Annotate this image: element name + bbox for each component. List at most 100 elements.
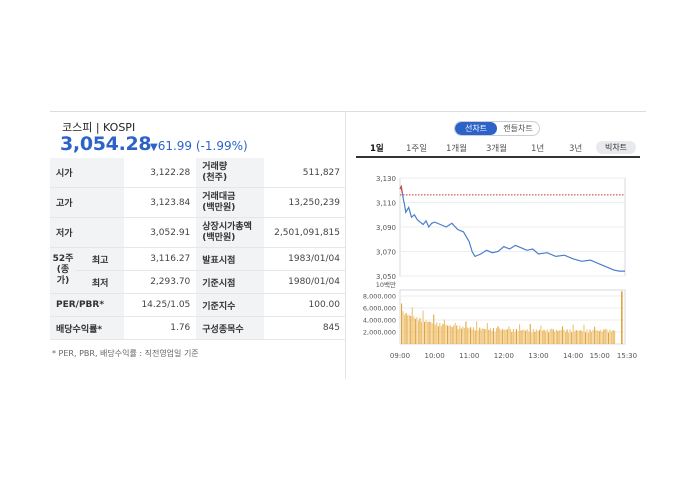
volume-bar — [563, 329, 565, 344]
volume-tick-label: 2,000,000 — [363, 329, 396, 337]
volume-bar — [459, 325, 461, 344]
volume-bar — [496, 328, 498, 344]
volume-bar — [511, 331, 513, 344]
volume-bar — [594, 326, 596, 344]
line-chart-button[interactable]: 선차트 — [455, 122, 497, 135]
volume-bar — [416, 317, 418, 344]
current-price: 3,054.28 — [60, 133, 152, 155]
volume-bar — [492, 328, 494, 344]
volume-bar — [428, 321, 430, 344]
volume-bar — [414, 318, 416, 344]
time-tick-label: 13:00 — [528, 352, 548, 360]
tab-3month[interactable]: 3개월 — [486, 144, 508, 154]
volume-bar — [453, 325, 455, 344]
volume-bar — [488, 329, 490, 344]
volume-bar — [583, 324, 585, 344]
volume-bar — [580, 330, 582, 344]
volume-bar-close — [621, 291, 623, 344]
volume-bar — [411, 307, 413, 344]
volume-bar — [575, 330, 577, 344]
volume-bar — [480, 329, 482, 344]
volume-bar — [483, 329, 485, 344]
change-value: 61.99 (-1.99%) — [157, 139, 248, 153]
volume-bar — [523, 329, 525, 344]
amount-value: 13,250,239 — [264, 187, 346, 218]
table-row: 저가 3,052.91 상장시가총액 (백만원) 2,501,091,815 — [50, 217, 346, 248]
volume-bar — [508, 326, 510, 344]
volume-bar — [598, 331, 600, 344]
volume-bar — [451, 327, 453, 344]
volume-bar — [422, 310, 424, 344]
volume-bar — [503, 329, 505, 344]
volume-bar — [474, 330, 476, 344]
volume-bar — [407, 315, 409, 344]
volume-bar — [584, 332, 586, 344]
time-tick-label: 15:30 — [617, 352, 637, 360]
volume-bar — [500, 330, 502, 344]
price-tick-label: 3,070 — [376, 249, 396, 257]
volume-chart: 10백만 8,000,000 6,000,000 4,000,000 2,000,000 — [363, 280, 626, 345]
big-chart-button[interactable]: 빅차트 — [596, 141, 636, 154]
volume-bar — [540, 325, 542, 344]
mcap-label: 상장시가총액 (백만원) — [196, 217, 265, 248]
tab-3year[interactable]: 3년 — [569, 144, 583, 154]
volume-bar — [436, 322, 438, 344]
tab-1week[interactable]: 1주일 — [406, 144, 428, 154]
volume-unit-label: 10백만 — [376, 280, 396, 289]
volume-bar — [402, 311, 404, 344]
volume-bar — [431, 323, 433, 344]
volume-bar — [502, 329, 504, 344]
dividend-label: 배당수익률* — [50, 316, 125, 340]
chart-type-toggle[interactable]: 선차트 캔들차트 — [454, 121, 540, 136]
tab-1year[interactable]: 1년 — [531, 144, 545, 154]
table-row: PER/PBR* 14.25/1.05 기준지수 100.00 — [50, 293, 346, 317]
candle-chart-button[interactable]: 캔들차트 — [503, 124, 533, 133]
constituents-label: 구성종목수 — [196, 316, 265, 340]
constituents-value: 845 — [264, 316, 346, 340]
volume-bar — [519, 324, 521, 344]
volume-bar — [557, 330, 559, 344]
volume-bar — [600, 329, 602, 344]
volume-bar — [512, 328, 514, 344]
volume-bar — [560, 330, 562, 344]
volume-bar — [546, 329, 548, 344]
volume-bar — [522, 330, 524, 344]
volume-bar — [566, 329, 568, 344]
table-row: 고가 3,123.84 거래대금 (백만원) 13,250,239 — [50, 187, 346, 218]
w52-high-label: 최고 — [76, 247, 125, 271]
volume-tick-label: 4,000,000 — [363, 317, 396, 325]
volume-bar — [424, 321, 426, 344]
per-label: PER/PBR* — [50, 293, 125, 317]
time-tick-label: 12:00 — [494, 352, 514, 360]
volume-bar — [404, 314, 406, 344]
volume-bar — [549, 329, 551, 344]
volume-tick-label: 8,000,000 — [363, 293, 396, 301]
volume-bar — [537, 331, 539, 344]
volume-bar — [440, 326, 442, 344]
volume-bar — [443, 319, 445, 344]
amount-label: 거래대금 (백만원) — [196, 187, 265, 218]
w52-low-value: 2,293.70 — [124, 270, 197, 294]
volume-bar — [425, 320, 427, 344]
volume-bar — [433, 314, 435, 344]
time-tick-label: 10:00 — [425, 352, 445, 360]
footnote: * PER, PBR, 배당수익률 : 직전영업일 기준 — [52, 349, 199, 358]
volume-bar — [614, 330, 616, 344]
tab-1month[interactable]: 1개월 — [446, 144, 468, 154]
volume-bar — [413, 316, 415, 344]
price-change: ▼61.99 (-1.99%) — [150, 139, 248, 153]
volume-bar — [456, 325, 458, 344]
stats-table: 시가 3,122.28 거래량 (천주) 511,827 고가 3,123.84 … — [50, 158, 346, 340]
volume-bar — [595, 330, 597, 344]
volume-bar — [586, 329, 588, 344]
volume-bar — [454, 322, 456, 344]
volume-bar — [448, 325, 450, 344]
volume-bar — [494, 331, 496, 344]
tab-1day[interactable]: 1일 — [370, 144, 384, 154]
volume-bar — [427, 321, 429, 344]
volume-plot-frame — [399, 289, 626, 345]
volume-bar — [482, 328, 484, 344]
table-row: 배당수익률* 1.76 구성종목수 845 — [50, 316, 346, 340]
volume-bar — [538, 329, 540, 344]
base-index-label: 기준지수 — [196, 293, 265, 317]
